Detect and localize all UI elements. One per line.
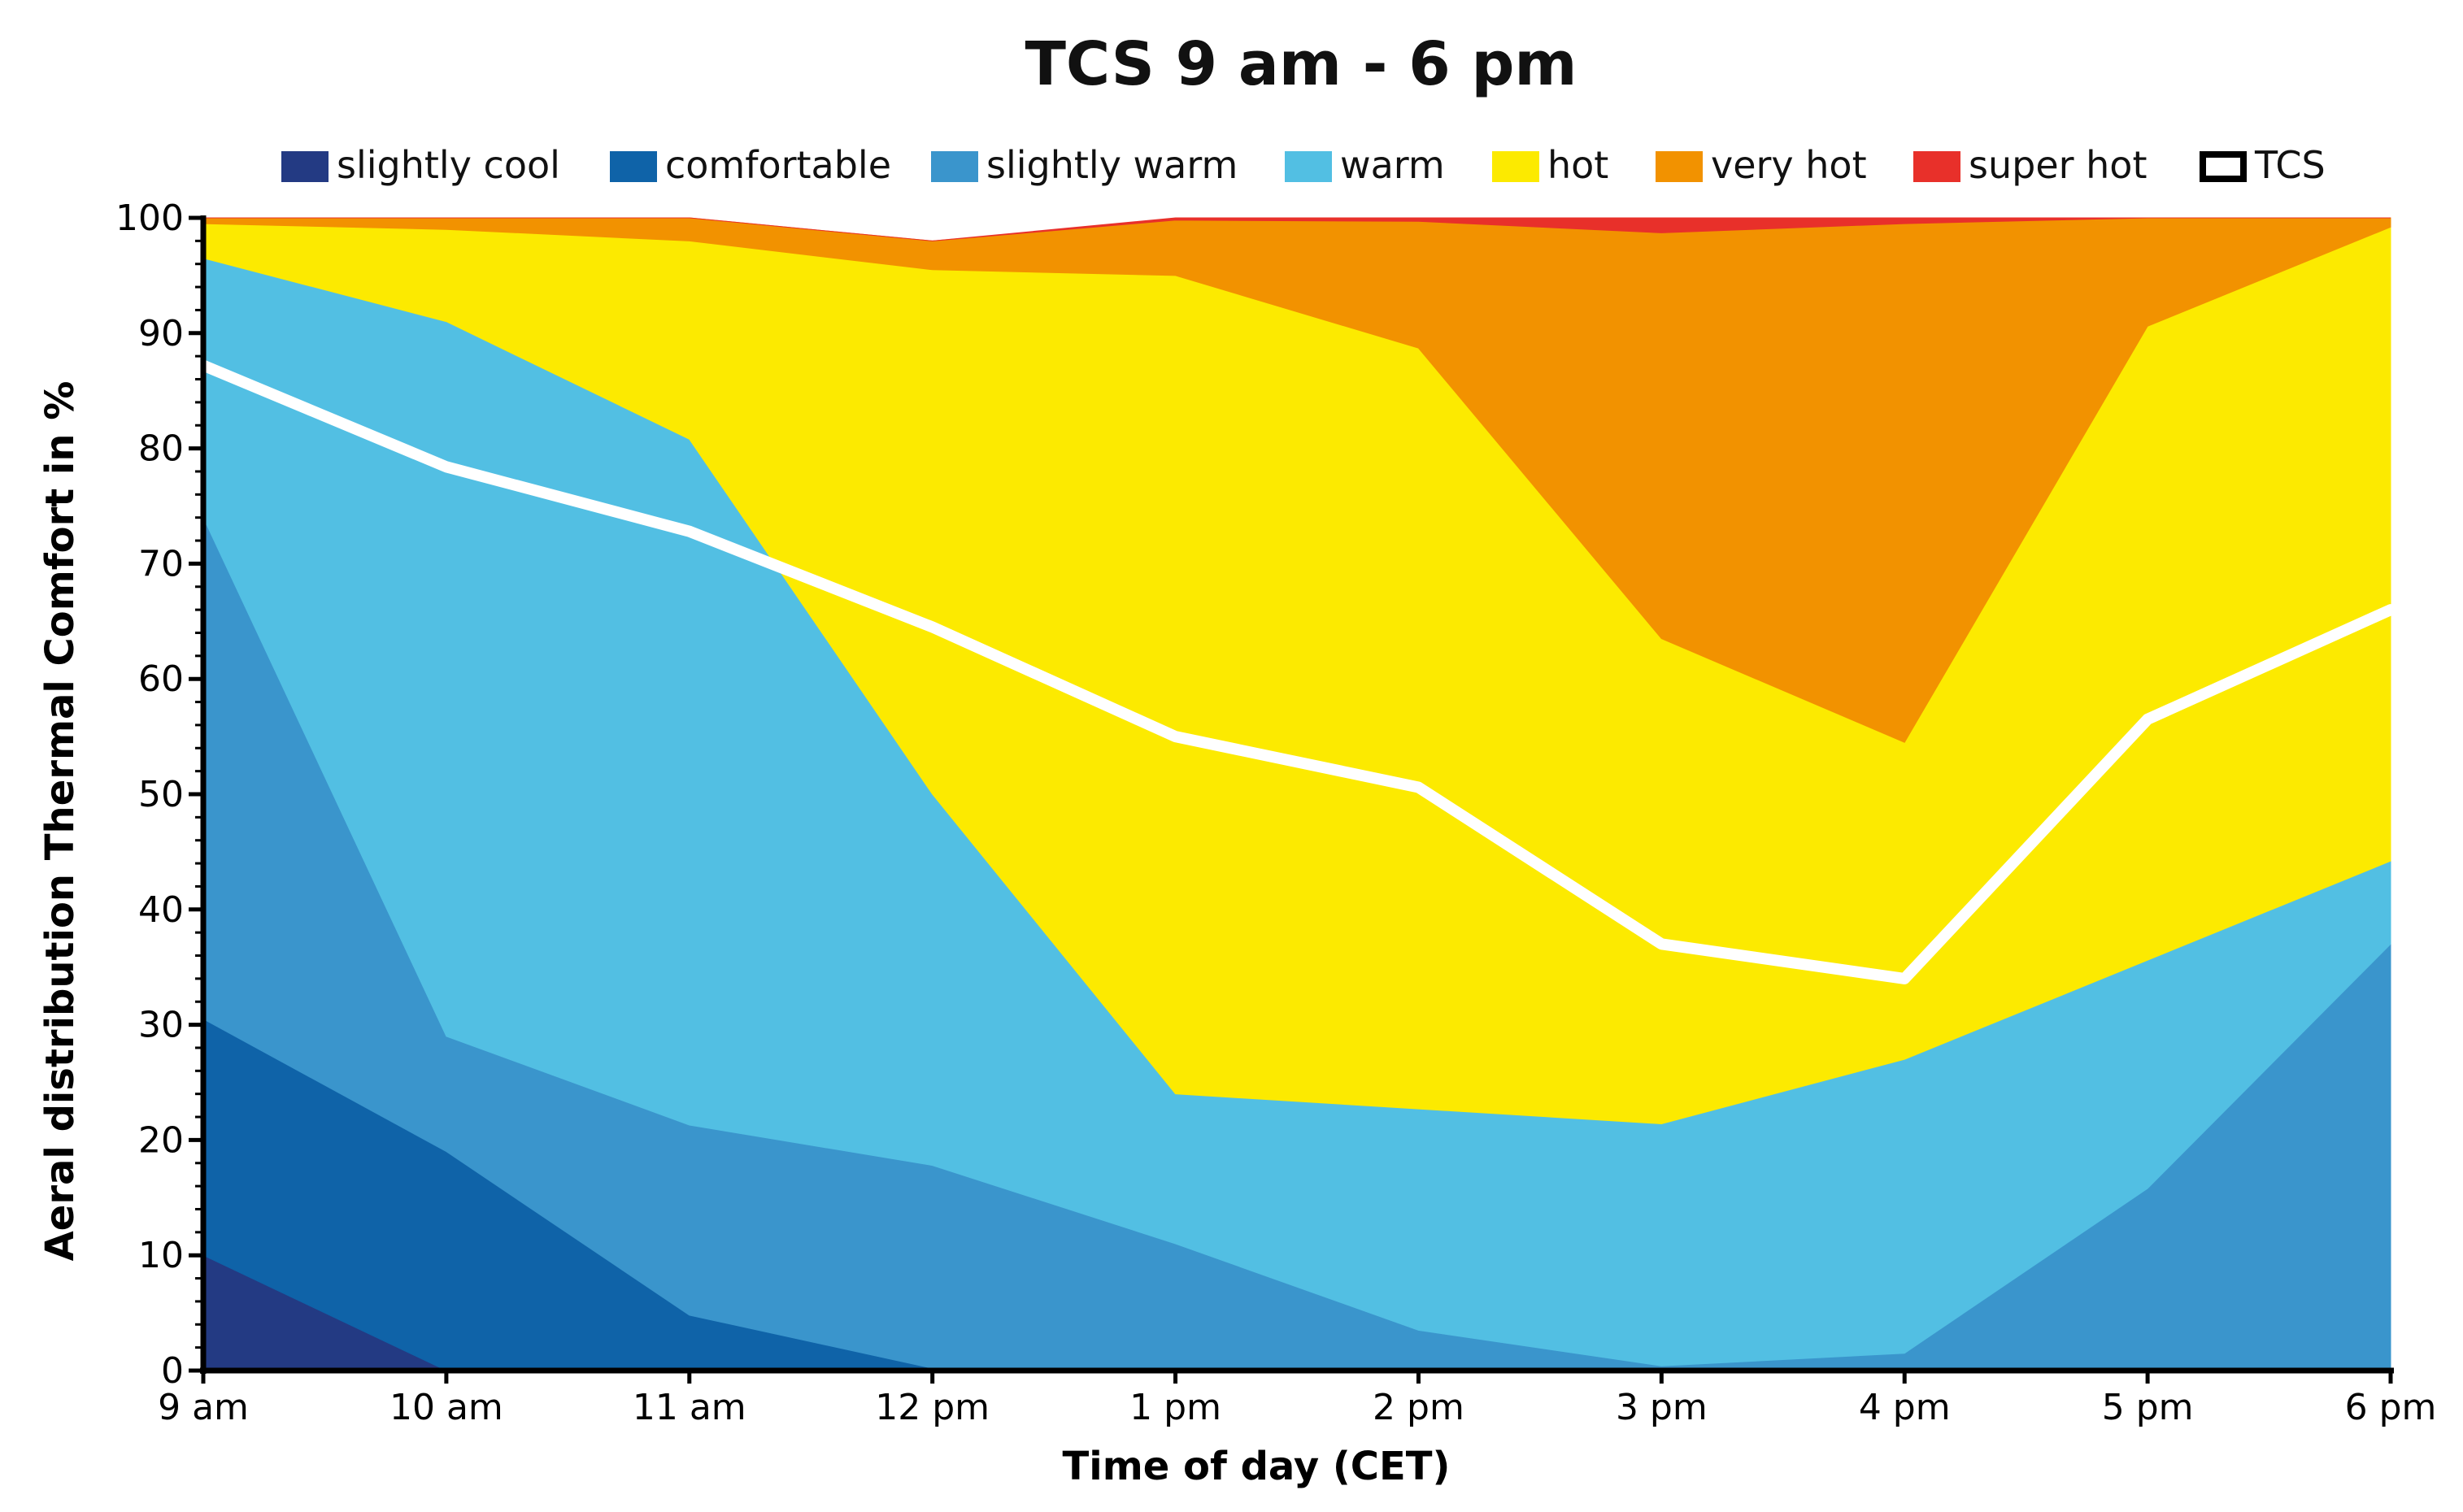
x-axis-title: Time of day (CET) — [1063, 1444, 1451, 1489]
y-tick-label: 60 — [138, 658, 184, 700]
x-tick-label: 3 pm — [1616, 1387, 1708, 1428]
chart-title: TCS 9 am - 6 pm — [1025, 29, 1577, 99]
y-tick-label: 70 — [138, 543, 184, 584]
area-layers — [202, 217, 2391, 1371]
legend-swatch — [931, 151, 978, 182]
x-tick-label: 12 pm — [875, 1387, 990, 1428]
legend-item-hot: hot — [1492, 143, 1608, 187]
legend: slightly cool comfortable slightly warm war… — [281, 143, 2326, 187]
x-tick-label: 2 pm — [1373, 1387, 1464, 1428]
y-tick-label: 20 — [138, 1119, 184, 1161]
legend-item-very-hot: very hot — [1656, 143, 1867, 187]
y-tick-label: 100 — [115, 198, 184, 239]
legend-swatch — [1285, 151, 1332, 182]
x-tick-label: 11 am — [633, 1387, 746, 1428]
legend-swatch — [1492, 151, 1539, 182]
x-tick-label: 10 am — [389, 1387, 503, 1428]
y-tick-label: 80 — [138, 428, 184, 470]
legend-label: TCS — [2254, 143, 2326, 187]
x-tick-label: 1 pm — [1129, 1387, 1221, 1428]
legend-item-super-hot: super hot — [1913, 143, 2148, 187]
legend-swatch-line — [2200, 151, 2247, 182]
tcs-line — [198, 359, 2396, 984]
y-axis-title: Aeral distribution Thermal Comfort in % — [37, 381, 83, 1262]
legend-label: hot — [1547, 143, 1608, 187]
legend-swatch — [610, 151, 657, 182]
legend-label: comfortable — [665, 143, 891, 187]
legend-label: warm — [1340, 143, 1445, 187]
legend-swatch — [281, 151, 329, 182]
y-tick-label: 0 — [161, 1350, 184, 1392]
legend-item-slightly-cool: slightly cool — [281, 143, 560, 187]
x-tick-label: 9 am — [158, 1387, 249, 1428]
x-tick-label: 5 pm — [2102, 1387, 2194, 1428]
legend-swatch — [1656, 151, 1703, 182]
area-super-hot — [203, 217, 2391, 241]
legend-item-comfortable: comfortable — [610, 143, 891, 187]
legend-label: super hot — [1969, 143, 2148, 187]
y-tick-label: 30 — [138, 1005, 184, 1046]
tcs-line-group — [198, 359, 2396, 984]
legend-item-tcs: TCS — [2200, 143, 2326, 187]
y-tick-label: 10 — [138, 1235, 184, 1276]
legend-label: very hot — [1711, 143, 1867, 187]
x-tick-label: 4 pm — [1859, 1387, 1951, 1428]
y-tick-label: 40 — [138, 889, 184, 931]
legend-label: slightly cool — [337, 143, 560, 187]
axes: 0 10 20 30 40 50 60 70 80 90 100 9 am 10 am 11 am 12 p… — [115, 198, 2436, 1428]
legend-swatch — [1913, 151, 1960, 182]
x-tick-label: 6 pm — [2345, 1387, 2437, 1428]
legend-label: slightly warm — [986, 143, 1238, 187]
legend-item-slightly-warm: slightly warm — [931, 143, 1238, 187]
y-tick-label: 50 — [138, 774, 184, 815]
y-tick-label: 90 — [138, 313, 184, 354]
legend-item-warm: warm — [1285, 143, 1445, 187]
